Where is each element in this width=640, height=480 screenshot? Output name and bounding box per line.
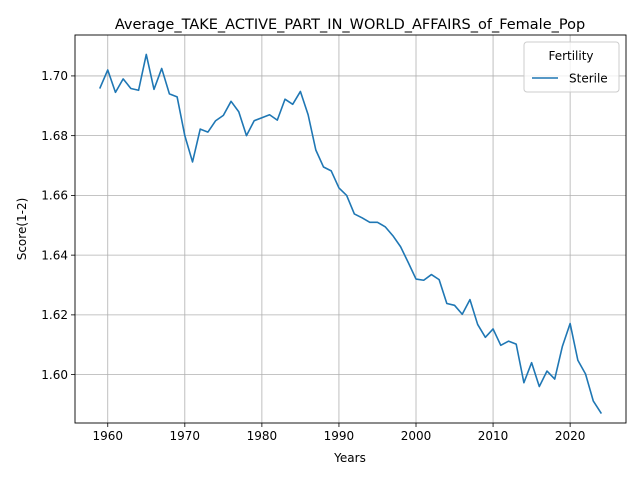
x-axis-label: Years bbox=[333, 451, 366, 465]
y-tick-label: 1.66 bbox=[41, 189, 68, 203]
series-lines bbox=[98, 53, 603, 414]
x-tick-label: 1970 bbox=[170, 429, 201, 443]
y-axis-label: Score(1-2) bbox=[15, 198, 29, 261]
legend-title: Fertility bbox=[548, 49, 593, 63]
series-line-sterile bbox=[98, 53, 603, 414]
legend: Fertility Sterile bbox=[523, 41, 620, 93]
y-tick-label: 1.68 bbox=[41, 129, 68, 143]
y-tick-label: 1.70 bbox=[41, 69, 68, 83]
x-tick-label: 2010 bbox=[478, 429, 509, 443]
y-tick-label: 1.64 bbox=[41, 248, 68, 262]
x-tick-label: 1960 bbox=[92, 429, 123, 443]
y-tick-label: 1.60 bbox=[41, 368, 68, 382]
y-tick-label: 1.62 bbox=[41, 308, 68, 322]
legend-box bbox=[523, 41, 620, 93]
axis-ticks: 1960 1970 1980 1990 2000 2010 2020 1.60 1.62 1.64… bbox=[41, 69, 585, 443]
legend-label-sterile: Sterile bbox=[569, 72, 608, 86]
x-tick-label: 1990 bbox=[324, 429, 355, 443]
x-tick-label: 1980 bbox=[247, 429, 278, 443]
x-tick-label: 2020 bbox=[555, 429, 586, 443]
chart-title: Average_TAKE_ACTIVE_PART_IN_WORLD_AFFAIR… bbox=[115, 17, 585, 33]
plot-area-frame bbox=[74, 34, 627, 424]
grid-lines bbox=[75, 35, 626, 423]
x-tick-label: 2000 bbox=[401, 429, 432, 443]
